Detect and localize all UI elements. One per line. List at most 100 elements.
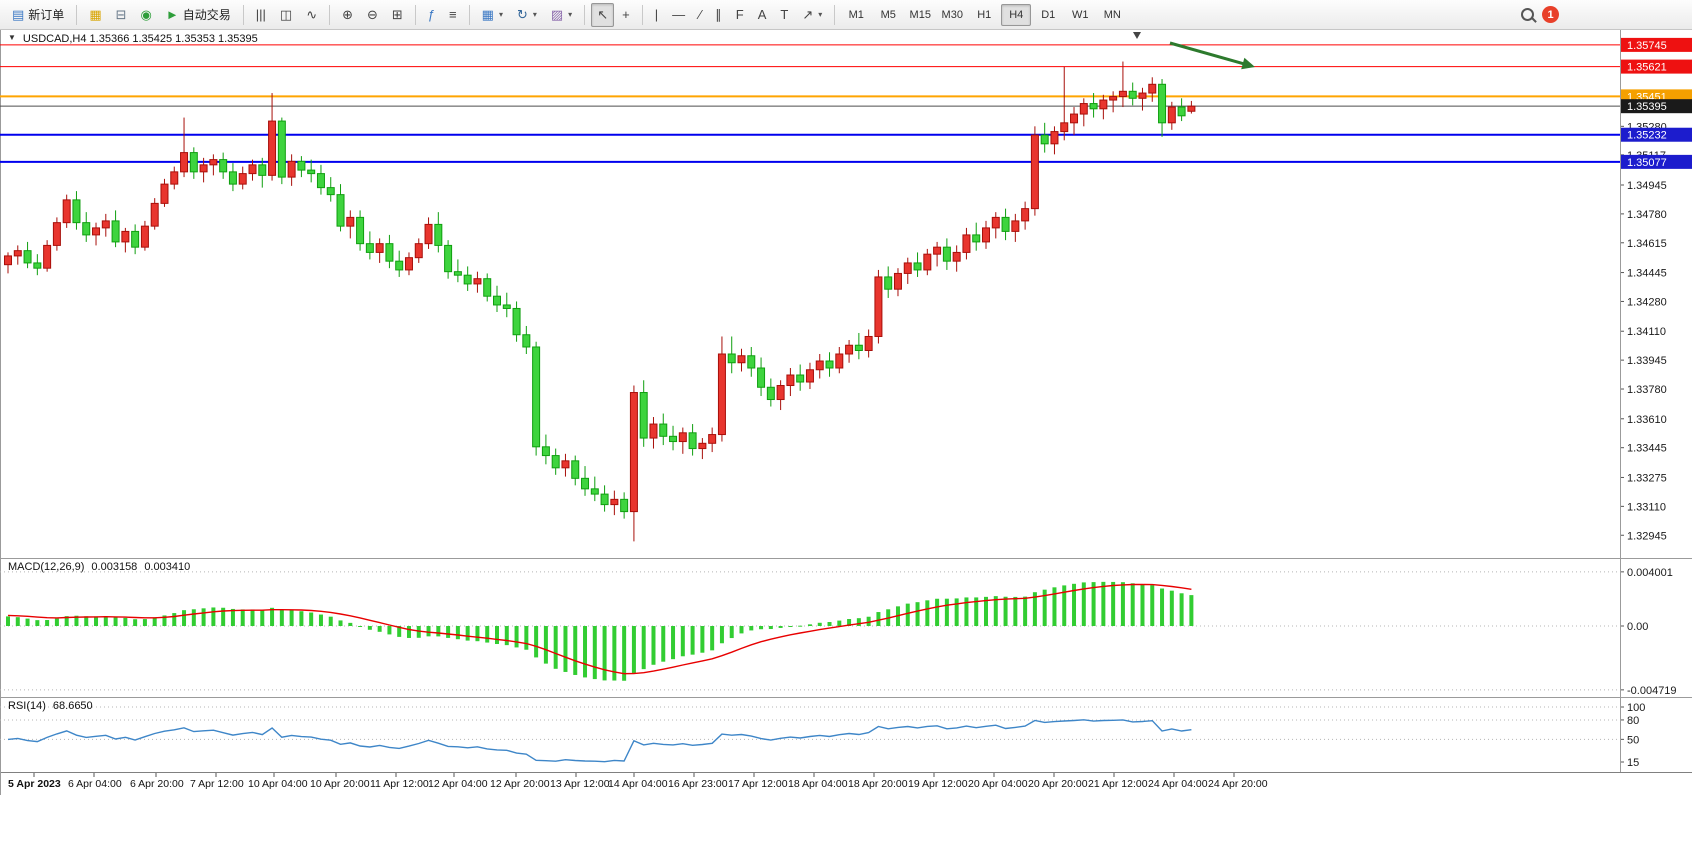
svg-text:1.35745: 1.35745	[1627, 40, 1667, 52]
notification-badge[interactable]: 1	[1542, 6, 1559, 23]
svg-text:1.35232: 1.35232	[1627, 130, 1667, 142]
trendline-button[interactable]: ∕	[693, 3, 707, 27]
cursor-button[interactable]: ↖	[591, 2, 615, 27]
text-label-button[interactable]: T	[774, 3, 794, 27]
print-button[interactable]: ⊟	[110, 3, 133, 27]
svg-text:1.33110: 1.33110	[1627, 501, 1666, 513]
toolbar-separator	[584, 4, 586, 25]
svg-text:1.35280: 1.35280	[1627, 121, 1667, 133]
svg-text:80: 80	[1627, 715, 1639, 727]
timeframe-m15[interactable]: M15	[909, 8, 931, 21]
svg-text:10 Apr 20:00: 10 Apr 20:00	[310, 778, 370, 790]
timeframe-m1[interactable]: M1	[848, 8, 864, 21]
svg-text:6 Apr 04:00: 6 Apr 04:00	[68, 778, 122, 790]
new-order-button[interactable]: ▤ 新订单	[6, 3, 70, 27]
chart-shift-marker[interactable]	[1133, 32, 1141, 39]
svg-text:1.33945: 1.33945	[1627, 355, 1667, 367]
line-chart-button[interactable]: ∿	[300, 3, 323, 27]
templates-dropdown-icon: ▨	[550, 7, 564, 22]
svg-text:18 Apr 04:00: 18 Apr 04:00	[788, 778, 848, 790]
macd-indicator[interactable]: 0.004001 0.00 -0.004719	[0, 558, 1692, 697]
autotrading-button[interactable]: ► 自动交易	[160, 3, 237, 27]
price-axis[interactable]: 1.352801.351171.349451.347801.346151.344…	[1620, 121, 1667, 542]
periods-dropdown-icon: ↻	[516, 7, 528, 22]
timeframe-h1[interactable]: H1	[977, 8, 992, 21]
line-chart-icon: ∿	[306, 7, 318, 22]
svg-text:12 Apr 04:00: 12 Apr 04:00	[428, 778, 488, 790]
tile-windows-button[interactable]: ⊞	[386, 3, 409, 27]
time-axis[interactable]: 5 Apr 2023 6 Apr 04:00 6 Apr 20:00 7 Apr 12…	[0, 772, 1692, 795]
svg-text:20 Apr 20:00: 20 Apr 20:00	[1028, 778, 1088, 790]
cursor-icon: ↖	[597, 7, 609, 22]
templates-dropdown[interactable]: ▨ ▾	[545, 3, 578, 27]
svg-text:17 Apr 12:00: 17 Apr 12:00	[728, 778, 788, 790]
bar-chart-button[interactable]: |||	[250, 3, 272, 27]
arrow-annotation[interactable]	[1169, 41, 1255, 70]
objects-list-button[interactable]: ≡	[443, 3, 463, 27]
toolbar-separator	[242, 4, 244, 25]
svg-text:1.33275: 1.33275	[1627, 472, 1667, 484]
channel-button[interactable]: ∥	[709, 3, 728, 27]
trendline-icon: ∕	[699, 7, 702, 22]
macd-panel: 0.004001 0.00 -0.004719 MACD(12,26,9) 0.00…	[0, 558, 1692, 697]
macd-histogram	[6, 581, 1194, 681]
svg-text:11 Apr 12:00: 11 Apr 12:00	[370, 778, 429, 790]
timeframe-m30[interactable]: M30	[941, 8, 963, 21]
timeframe-mn[interactable]: MN	[1103, 8, 1121, 21]
toolbar-separator	[834, 4, 836, 25]
svg-text:12 Apr 20:00: 12 Apr 20:00	[490, 778, 550, 790]
toolbar-separator	[414, 4, 416, 25]
horizontal-line-button[interactable]: —	[666, 3, 691, 27]
timeframe-w1[interactable]: W1	[1072, 8, 1089, 21]
timeframe-m5[interactable]: M5	[880, 8, 896, 21]
svg-text:1.35077: 1.35077	[1627, 157, 1667, 169]
svg-text:1.34615: 1.34615	[1627, 238, 1667, 250]
print-icon: ⊟	[115, 7, 127, 22]
rsi-panel: 100 80 50 15 RSI(14) 68.6650	[0, 697, 1692, 772]
alerts-button[interactable]: ◉	[135, 3, 158, 27]
candlestick-chart[interactable]: 1.352801.351171.349451.347801.346151.344…	[0, 30, 1692, 558]
macd-signal-line	[7, 583, 1192, 675]
search-icon	[1521, 8, 1534, 21]
periods-dropdown[interactable]: ↻ ▾	[511, 3, 543, 27]
indicators-button[interactable]: ƒ	[422, 3, 441, 27]
svg-text:20 Apr 04:00: 20 Apr 04:00	[968, 778, 1028, 790]
svg-text:15: 15	[1627, 757, 1639, 769]
vertical-line-button[interactable]: |	[649, 3, 664, 27]
arrows-dropdown[interactable]: ↗ ▾	[796, 3, 828, 27]
text-label-icon: T	[780, 7, 789, 22]
search-button[interactable]	[1515, 3, 1540, 27]
zoom-in-button[interactable]: ⊕	[336, 3, 359, 27]
svg-text:1.34445: 1.34445	[1627, 268, 1667, 280]
symbol-menu-icon[interactable]: ▼	[8, 33, 16, 42]
objects-list-icon: ≡	[449, 7, 457, 22]
zoom-out-icon: ⊖	[367, 7, 378, 22]
new-chart-button[interactable]: ▦	[83, 3, 107, 27]
timeframe-h4[interactable]: H4	[1001, 3, 1032, 26]
toolbar-separator	[468, 4, 470, 25]
tile-windows-icon: ⊞	[391, 7, 403, 22]
svg-text:-0.004719: -0.004719	[1627, 685, 1677, 697]
timeframe-d1[interactable]: D1	[1041, 8, 1056, 21]
svg-text:5 Apr 2023: 5 Apr 2023	[8, 778, 61, 790]
fibonacci-icon: F	[735, 7, 744, 22]
crosshair-button[interactable]: +	[616, 3, 636, 27]
svg-text:1.35621: 1.35621	[1627, 62, 1667, 74]
fibonacci-button[interactable]: F	[730, 3, 750, 27]
bar-chart-icon: |||	[255, 7, 266, 22]
candlestick-chart-button[interactable]: ◫	[274, 3, 298, 27]
svg-text:0.004001: 0.004001	[1627, 567, 1673, 579]
new-chart-dropdown[interactable]: ▦ ▾	[476, 3, 509, 27]
svg-text:14 Apr 04:00: 14 Apr 04:00	[608, 778, 668, 790]
zoom-out-button[interactable]: ⊖	[361, 3, 384, 27]
toolbar: ▤ 新订单 ▦ ⊟ ◉ ► 自动交易 ||| ◫ ∿ ⊕ ⊖ ⊞ ƒ ≡ ▦ ▾ ↻ ▾ ▨ ▾ ↖ + | — ∕ ∥ F A T ↗ ▾ M…	[0, 0, 1692, 30]
svg-text:1.32945: 1.32945	[1627, 530, 1667, 542]
channel-icon: ∥	[715, 7, 722, 22]
horizontal-lines[interactable]	[0, 44, 1620, 163]
text-button[interactable]: A	[752, 3, 773, 27]
arrows-dropdown-icon: ↗	[802, 7, 814, 22]
autotrading-icon: ►	[165, 7, 179, 22]
candles	[4, 61, 1196, 542]
